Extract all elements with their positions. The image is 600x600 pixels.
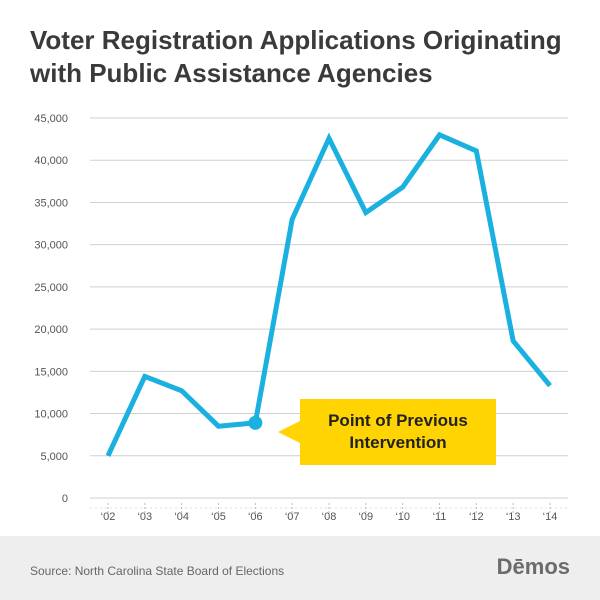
x-tick-label: ‘05 [211,511,226,523]
y-tick-label: 15,000 [34,366,68,378]
y-tick-labels: 0 5,000 10,000 15,000 20,000 25,000 30,000 35,0… [34,113,68,505]
x-tick-label: ‘03 [137,511,152,523]
x-tick-label: ‘14 [543,511,558,523]
y-tick-label: 10,000 [34,409,68,421]
annotation-callout: Point of Previous Intervention [278,399,496,465]
y-tick-label: 25,000 [34,282,68,294]
annotation-line-2: Intervention [349,433,447,452]
annotation-line-1: Point of Previous [328,411,468,430]
x-tick-labels: ‘02 ‘03 ‘04 ‘05 ‘06 ‘07 ‘08 ‘09 ‘10 ‘11 ‘12 ‘13 ‘14 [101,503,558,523]
y-tick-label: 35,000 [34,197,68,209]
y-tick-label: 5,000 [40,451,68,463]
x-tick-label: ‘04 [174,511,189,523]
x-tick-label: ‘09 [358,511,373,523]
chart-title: Voter Registration Applications Originat… [30,25,562,88]
line-chart: 0 5,000 10,000 15,000 20,000 25,000 30,000 35,0… [34,113,568,523]
y-tick-label: 20,000 [34,324,68,336]
x-tick-label: ‘02 [101,511,116,523]
markers [248,415,263,430]
y-tick-label: 30,000 [34,240,68,252]
x-tick-label: ‘13 [506,511,521,523]
x-tick-label: ‘08 [322,511,337,523]
series-line [105,131,552,457]
demos-logo: Dēmos [496,554,570,579]
source-text: Source: North Carolina State Board of El… [30,564,285,578]
y-tick-label: 40,000 [34,155,68,167]
y-tick-label: 45,000 [34,113,68,125]
y-tick-label: 0 [62,493,68,505]
footer: Source: North Carolina State Board of El… [0,536,600,600]
annotation-point [248,415,263,430]
x-tick-label: ‘12 [469,511,484,523]
series-line-group [105,131,552,457]
x-tick-label: ‘11 [433,511,447,523]
x-tick-label: ‘07 [285,511,300,523]
x-tick-label: ‘06 [248,511,263,523]
x-tick-label: ‘10 [395,511,410,523]
